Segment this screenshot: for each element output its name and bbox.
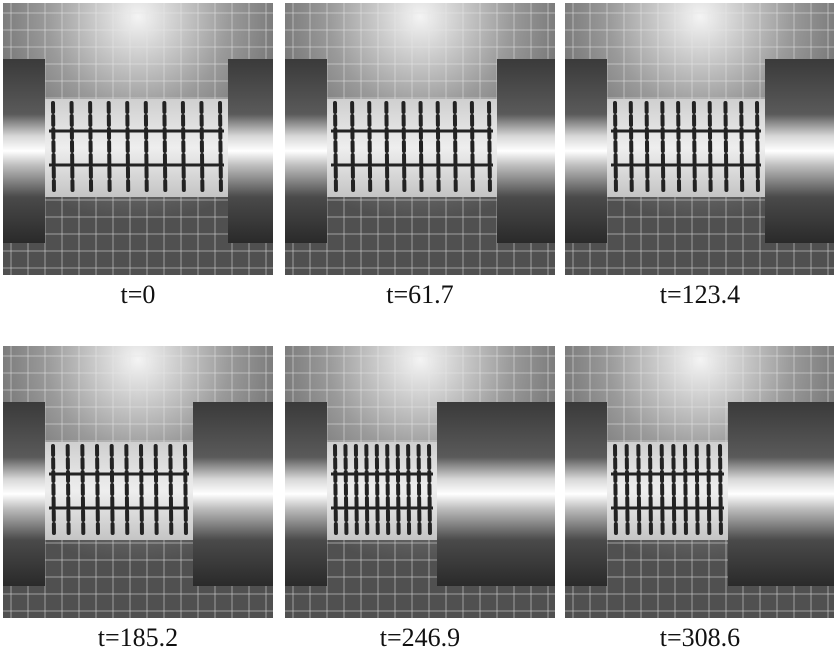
marker-line: [51, 101, 56, 195]
specimen: [45, 99, 228, 197]
marker-line: [706, 444, 712, 538]
marker-line: [694, 444, 700, 538]
right-grip: [765, 59, 834, 243]
marker-line: [660, 101, 666, 195]
marker-line: [218, 101, 223, 195]
marker-line: [125, 101, 131, 195]
marker-line: [69, 101, 75, 195]
marker-line: [183, 444, 188, 538]
left-grip: [565, 402, 607, 586]
marker-line: [162, 101, 168, 195]
caption: t=0: [121, 280, 156, 309]
photo: [565, 3, 834, 275]
photo: [285, 346, 555, 618]
marker-line: [106, 101, 112, 195]
left-grip: [565, 59, 607, 243]
marker-line: [343, 444, 349, 538]
left-grip: [3, 402, 45, 586]
marker-line: [636, 444, 642, 538]
marker-line: [374, 444, 380, 538]
right-grip: [497, 59, 555, 243]
marker-line: [487, 101, 492, 195]
marker-line: [723, 101, 729, 195]
marker-line: [180, 101, 186, 195]
caption: t=185.2: [98, 623, 178, 652]
photo: [3, 3, 273, 275]
marker-line: [95, 444, 100, 538]
left-grip: [285, 402, 327, 586]
caption: t=123.4: [660, 280, 740, 309]
marker-line: [385, 444, 391, 538]
marker-line: [427, 444, 432, 538]
marker-line: [333, 444, 338, 538]
marker-line: [416, 444, 422, 538]
marker-line: [367, 101, 373, 195]
marker-line: [350, 101, 356, 195]
marker-line: [51, 444, 56, 538]
specimen: [327, 99, 497, 197]
marker-line: [333, 101, 338, 195]
caption: t=61.7: [386, 280, 453, 309]
marker-line: [124, 444, 130, 538]
marker-line: [671, 444, 677, 538]
marker-line: [648, 444, 653, 538]
marker-line: [469, 101, 475, 195]
marker-line: [739, 101, 745, 195]
marker-line: [452, 101, 458, 195]
marker-line: [168, 444, 174, 538]
marker-line: [659, 444, 665, 538]
marker-line: [613, 101, 618, 195]
marker-line: [199, 101, 205, 195]
right-grip: [728, 402, 834, 586]
marker-line: [80, 444, 86, 538]
right-grip: [228, 59, 273, 243]
marker-line: [139, 444, 144, 538]
photo: [3, 346, 273, 618]
marker-line: [65, 444, 71, 538]
photo: [565, 346, 834, 618]
marker-line: [683, 444, 688, 538]
marker-line: [143, 101, 149, 195]
caption: t=246.9: [380, 623, 460, 652]
marker-line: [691, 101, 697, 195]
right-grip: [437, 402, 555, 586]
marker-line: [718, 444, 723, 538]
marker-line: [435, 101, 441, 195]
marker-line: [644, 101, 650, 195]
right-grip: [193, 402, 273, 586]
marker-line: [613, 444, 618, 538]
marker-line: [153, 444, 159, 538]
marker-line: [88, 101, 94, 195]
marker-line: [384, 101, 390, 195]
caption: t=308.6: [660, 623, 740, 652]
marker-line: [109, 444, 115, 538]
marker-line: [395, 444, 401, 538]
marker-line: [418, 101, 424, 195]
marker-line: [353, 444, 359, 538]
left-grip: [3, 59, 45, 243]
marker-line: [707, 101, 713, 195]
marker-line: [755, 101, 760, 195]
photo: [285, 3, 555, 275]
left-grip: [285, 59, 327, 243]
marker-line: [676, 101, 682, 195]
marker-line: [364, 444, 370, 538]
marker-line: [401, 101, 407, 195]
marker-line: [624, 444, 630, 538]
marker-line: [628, 101, 634, 195]
marker-line: [406, 444, 412, 538]
